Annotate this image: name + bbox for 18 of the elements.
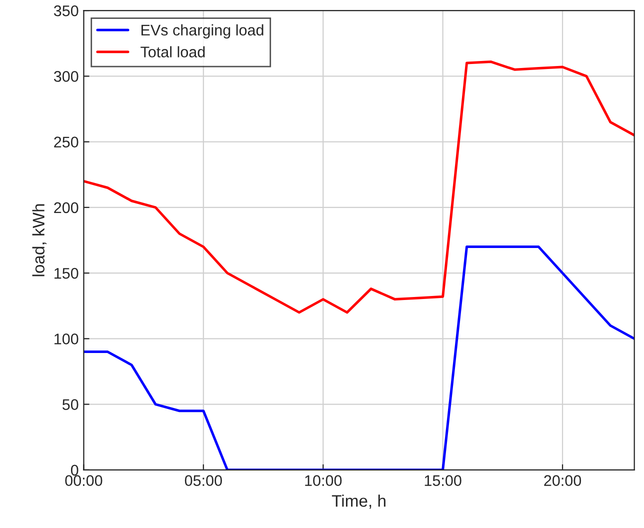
- x-tick-label: 10:00: [305, 475, 342, 486]
- y-tick-label: 300: [54, 71, 78, 82]
- x-tick-label: 00:00: [65, 475, 102, 486]
- x-tick-label: 15:00: [424, 475, 462, 486]
- y-tick-label: 50: [62, 399, 78, 410]
- y-tick-label: 150: [54, 268, 78, 279]
- x-tick-label: 05:00: [184, 475, 222, 486]
- y-tick-label: 200: [54, 202, 78, 214]
- legend-label: Total load: [140, 46, 205, 58]
- y-axis-title: load, kWh: [32, 204, 46, 276]
- y-tick-label: 100: [54, 334, 78, 344]
- y-tick-label: 0: [70, 464, 78, 476]
- y-tick-label: 250: [54, 136, 78, 148]
- y-tick-label: 350: [54, 5, 78, 16]
- line-series: [84, 60, 634, 314]
- x-tick-label: 20:00: [544, 475, 582, 486]
- legend-label: EVs charging load: [142, 24, 264, 39]
- x-axis-title: Time, h: [332, 494, 386, 509]
